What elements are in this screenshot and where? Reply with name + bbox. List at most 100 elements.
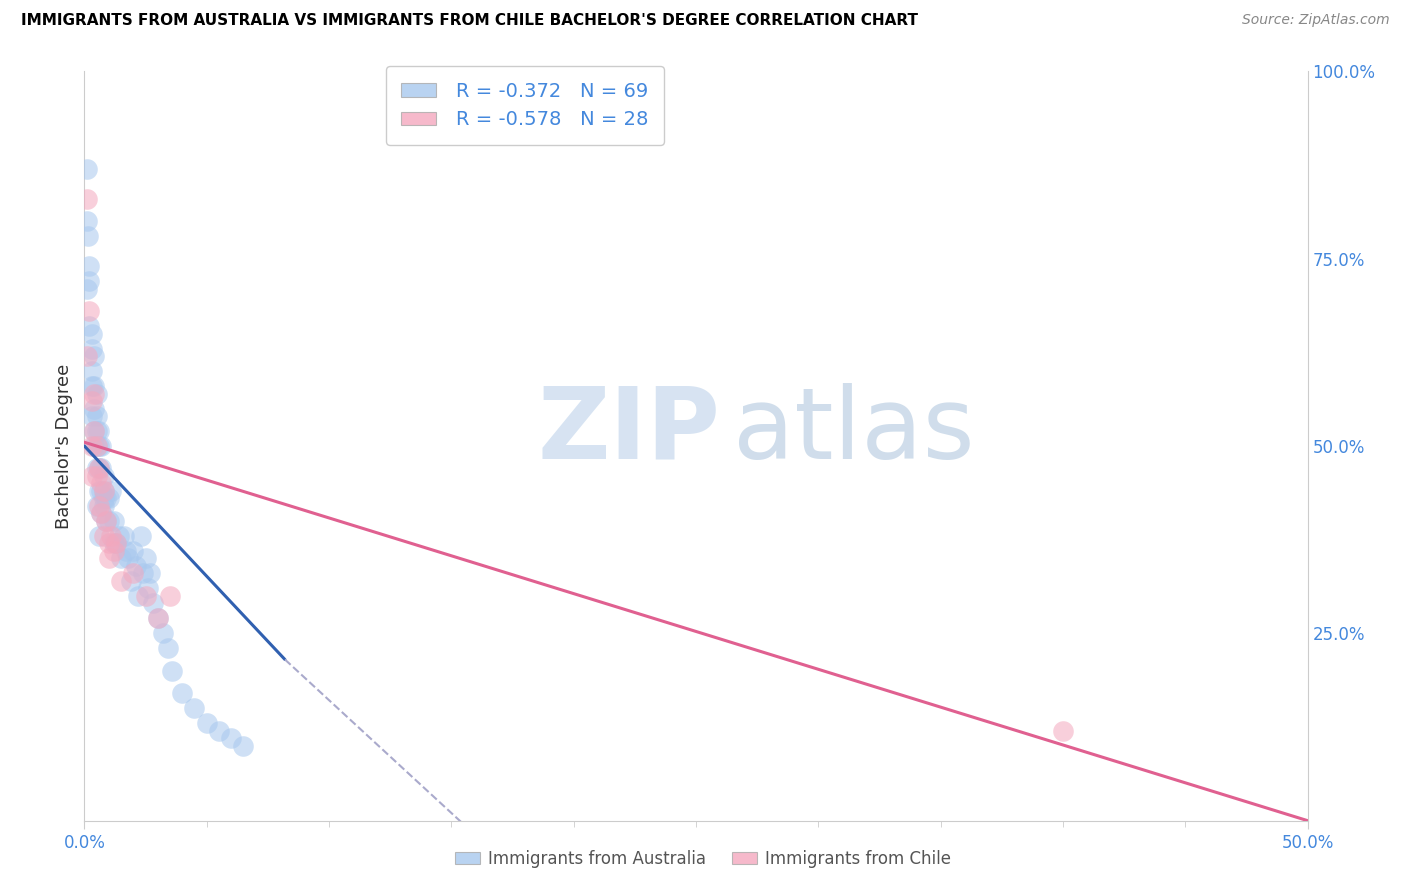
Point <box>80 326 103 341</box>
Point <box>80 379 103 393</box>
Point <box>219 731 242 746</box>
Point <box>122 566 145 581</box>
Point <box>86 439 108 453</box>
Point <box>97 491 120 506</box>
Point <box>1052 723 1074 738</box>
Point <box>183 701 205 715</box>
Point <box>97 551 120 566</box>
Point <box>77 319 100 334</box>
Point <box>93 483 115 498</box>
Point <box>80 439 103 453</box>
Point <box>76 282 98 296</box>
Text: ZIP: ZIP <box>537 383 720 480</box>
Point <box>86 461 108 475</box>
Legend: R = -0.372   N = 69, R = -0.578   N = 28: R = -0.372 N = 69, R = -0.578 N = 28 <box>385 66 664 145</box>
Point <box>107 529 129 543</box>
Point <box>83 401 105 416</box>
Point <box>96 514 118 528</box>
Point <box>139 566 162 581</box>
Point <box>146 611 169 625</box>
Point <box>76 214 98 228</box>
Point <box>77 304 100 318</box>
Text: atlas: atlas <box>733 383 974 480</box>
Point <box>83 386 105 401</box>
Point <box>110 574 132 588</box>
Point <box>86 499 108 513</box>
Point <box>142 596 165 610</box>
Point <box>97 536 120 550</box>
Point <box>80 409 103 423</box>
Point <box>93 469 115 483</box>
Point <box>105 536 128 550</box>
Point <box>172 686 194 700</box>
Point <box>87 424 110 438</box>
Point <box>120 574 142 588</box>
Point <box>93 529 115 543</box>
Point <box>77 259 100 273</box>
Point <box>83 439 105 453</box>
Point <box>86 439 108 453</box>
Point <box>100 483 122 498</box>
Point <box>135 589 157 603</box>
Point <box>93 491 115 506</box>
Point <box>90 483 112 498</box>
Point <box>100 529 122 543</box>
Point <box>87 483 110 498</box>
Point <box>103 536 125 550</box>
Point <box>86 469 108 483</box>
Point <box>232 739 254 753</box>
Y-axis label: Bachelor's Degree: Bachelor's Degree <box>55 363 73 529</box>
Point <box>77 229 100 244</box>
Point <box>86 386 108 401</box>
Point <box>159 589 181 603</box>
Point <box>195 716 218 731</box>
Point <box>127 589 149 603</box>
Point <box>87 529 110 543</box>
Legend: Immigrants from Australia, Immigrants from Chile: Immigrants from Australia, Immigrants fr… <box>449 844 957 875</box>
Point <box>96 514 118 528</box>
Point <box>76 349 98 363</box>
Point <box>103 514 125 528</box>
Point <box>129 529 152 543</box>
Text: IMMIGRANTS FROM AUSTRALIA VS IMMIGRANTS FROM CHILE BACHELOR'S DEGREE CORRELATION: IMMIGRANTS FROM AUSTRALIA VS IMMIGRANTS … <box>21 13 918 29</box>
Point <box>87 499 110 513</box>
Point <box>125 558 148 573</box>
Point <box>103 544 125 558</box>
Point <box>86 424 108 438</box>
Point <box>132 566 155 581</box>
Point <box>93 499 115 513</box>
Point <box>90 476 112 491</box>
Point <box>90 507 112 521</box>
Point <box>135 551 157 566</box>
Point <box>152 626 174 640</box>
Point <box>83 349 105 363</box>
Point <box>90 439 112 453</box>
Point <box>77 274 100 288</box>
Point <box>117 551 139 566</box>
Point <box>110 551 132 566</box>
Text: Source: ZipAtlas.com: Source: ZipAtlas.com <box>1241 13 1389 28</box>
Point <box>80 469 103 483</box>
Point <box>87 439 110 453</box>
Point <box>83 424 105 438</box>
Point <box>122 544 145 558</box>
Point <box>105 536 128 550</box>
Point <box>97 514 120 528</box>
Point <box>86 409 108 423</box>
Point <box>80 364 103 378</box>
Point <box>146 611 169 625</box>
Point <box>87 461 110 475</box>
Point <box>93 483 115 498</box>
Point <box>162 664 184 678</box>
Point <box>80 394 103 409</box>
Point <box>90 507 112 521</box>
Point <box>76 161 98 176</box>
Point <box>76 192 98 206</box>
Point <box>87 461 110 475</box>
Point <box>90 461 112 475</box>
Point <box>83 424 105 438</box>
Point <box>208 723 231 738</box>
Point <box>83 379 105 393</box>
Point <box>96 491 118 506</box>
Point <box>136 582 159 596</box>
